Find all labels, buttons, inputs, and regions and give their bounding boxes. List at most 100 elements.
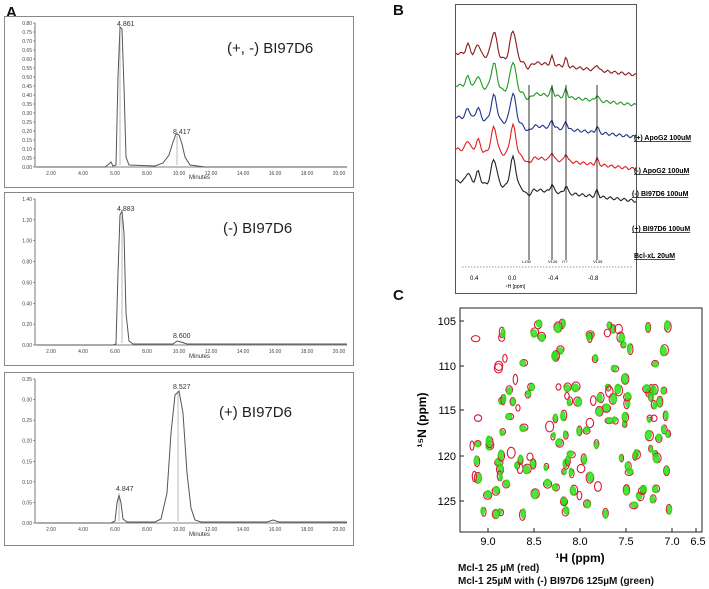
y-tick-label: 0.15	[22, 459, 32, 465]
x-tick-label: 14.00	[237, 527, 250, 533]
cross-peak-green	[519, 425, 527, 433]
cross-peak-green	[652, 361, 659, 368]
cross-peak-green	[560, 497, 568, 505]
cross-peak-green	[473, 455, 480, 466]
y-tick-labels: 0.80 0.75 0.70 0.65 0.60 0.55 0.50 0.45 0.40 0.35…	[22, 21, 35, 171]
y-tick-105: 105	[438, 316, 456, 328]
x-tick-label: 12.00	[205, 171, 218, 177]
spectrum-label-1: (+) ApoG2 100uM	[634, 135, 691, 142]
peak-label-2: 8.417	[173, 129, 191, 136]
cross-peak-green	[562, 430, 568, 439]
y-tick-label: 0.20	[22, 322, 32, 328]
cross-peak-green	[596, 392, 603, 403]
spectrum-label-4: (+) BI97D6 100uM	[632, 226, 690, 233]
y-tick-label: 0.25	[22, 120, 32, 126]
y-tick-label: 0.65	[22, 48, 32, 54]
cross-peak-green	[551, 483, 559, 491]
y-tick-label: 0.00	[22, 521, 32, 527]
y-tick-label: 0.75	[22, 30, 32, 36]
cross-peak-green	[563, 384, 571, 393]
x-tick-label: 16.00	[269, 349, 282, 355]
cross-peak-red	[585, 417, 595, 429]
spectrum-trace-2	[456, 61, 636, 107]
cross-peak-green	[632, 451, 637, 460]
x-tick-label: 10.00	[173, 349, 186, 355]
y-tick-110: 110	[438, 361, 456, 373]
x-tick-labels: 2.00 4.00 6.00 8.00 10.00 12.00 14.00 16.00 18.0…	[46, 527, 345, 533]
peak-label-1: 4.861	[117, 21, 135, 28]
cross-peak-red	[650, 414, 658, 422]
x-tick-7.0: 7.0	[664, 536, 679, 548]
cross-peak-green	[505, 413, 513, 420]
x-tick-8.0: 8.0	[572, 536, 587, 548]
cross-peak-green	[623, 485, 630, 496]
y-tick-label: 1.40	[22, 197, 32, 203]
cross-peak-green	[655, 433, 662, 442]
ppm-tick-4: -0.8	[588, 276, 599, 282]
cross-peak-green	[664, 410, 669, 420]
cross-peak-green	[519, 359, 527, 367]
cross-peak-red	[471, 470, 477, 483]
hsqc-x-ticks: 9.0 8.5 8.0 7.5 7.0 6.5	[480, 528, 706, 548]
peak-label-1: 4.847	[116, 486, 134, 493]
nmr-1d-plot: L130 V126 I?? V135 0.4 0.0 -0.4 -0.8 ¹H …	[456, 30, 636, 290]
hsqc-caption: Mcl-1 25 µM (red) Mcl-1 25µM with (-) BI…	[458, 562, 654, 588]
cross-peak-green	[586, 471, 594, 483]
chromatogram-minus-plot: 1.40 1.20 1.00 0.80 0.60 0.40 0.20 0.00 2.00 4.0…	[22, 197, 347, 360]
x-tick-label: 4.00	[78, 527, 88, 533]
cross-peak-green	[643, 384, 651, 392]
cross-peak-green	[530, 329, 538, 338]
y-tick-label: 0.40	[22, 301, 32, 307]
x-tick-label: 14.00	[237, 171, 250, 177]
x-tick-label: 2.00	[46, 527, 56, 533]
cross-peak-green	[520, 508, 527, 519]
chromatogram-plus-plot: 0.35 0.30 0.25 0.20 0.15 0.10 0.05 0.00 2.00 4.0…	[22, 377, 347, 538]
cross-peak-green	[576, 426, 582, 436]
cross-peak-red	[576, 490, 583, 501]
cross-peak-green	[602, 509, 609, 520]
y-tick-label: 0.35	[22, 102, 32, 108]
cross-peak-green	[656, 396, 663, 408]
panel-letter-c: C	[393, 287, 404, 304]
spectrum-trace-4	[456, 122, 636, 171]
cross-peak-green	[543, 478, 552, 487]
cross-peak-red	[506, 446, 516, 459]
hsqc-x-axis-label: ¹H (ppm)	[555, 551, 604, 565]
y-tick-label: 0.40	[22, 93, 32, 99]
cross-peak-green	[498, 472, 503, 482]
cross-peak-green	[652, 401, 658, 410]
nmr-1d-panel: L130 V126 I?? V135 0.4 0.0 -0.4 -0.8 ¹H …	[455, 4, 637, 294]
cross-peak-green	[649, 495, 656, 504]
cross-peak-green	[644, 429, 653, 440]
ppm-tick-2: 0.0	[508, 276, 517, 282]
x-tick-label: 6.00	[110, 349, 120, 355]
y-tick-labels: 1.40 1.20 1.00 0.80 0.60 0.40 0.20 0.00	[22, 197, 35, 349]
cross-peak-green	[553, 413, 558, 422]
x-tick-label: 4.00	[78, 349, 88, 355]
x-tick-label: 8.00	[142, 527, 152, 533]
cross-peak-green	[611, 416, 617, 423]
cross-peak-green	[492, 509, 500, 519]
cross-peak-green	[528, 383, 536, 391]
chromatogram-minus: 1.40 1.20 1.00 0.80 0.60 0.40 0.20 0.00 2.00 4.0…	[4, 192, 354, 366]
spectrum-label-3: (-) BI97D6 100uM	[632, 191, 689, 198]
cross-peak-green	[621, 373, 629, 384]
cross-peak-green	[555, 438, 563, 447]
cross-peak-green	[474, 441, 481, 448]
cross-peak-green	[648, 392, 653, 402]
cross-peak-red	[603, 328, 612, 338]
cross-peak-green	[506, 386, 513, 396]
cross-peak-green	[610, 393, 618, 404]
cross-peak-green	[551, 350, 559, 361]
y-tick-label: 0.45	[22, 84, 32, 90]
y-tick-label: 0.15	[22, 138, 32, 144]
x-tick-label: 10.00	[173, 527, 186, 533]
cross-peak-green	[605, 417, 614, 424]
cross-peak-green	[554, 322, 562, 334]
y-tick-120: 120	[438, 451, 456, 463]
caption-line-1: Mcl-1 25 µM (red)	[458, 563, 540, 574]
x-tick-label: 6.00	[110, 527, 120, 533]
panel-letter-a: A	[6, 4, 17, 21]
peak-label-1: 4.883	[117, 206, 135, 213]
cross-peak-green	[575, 397, 583, 407]
